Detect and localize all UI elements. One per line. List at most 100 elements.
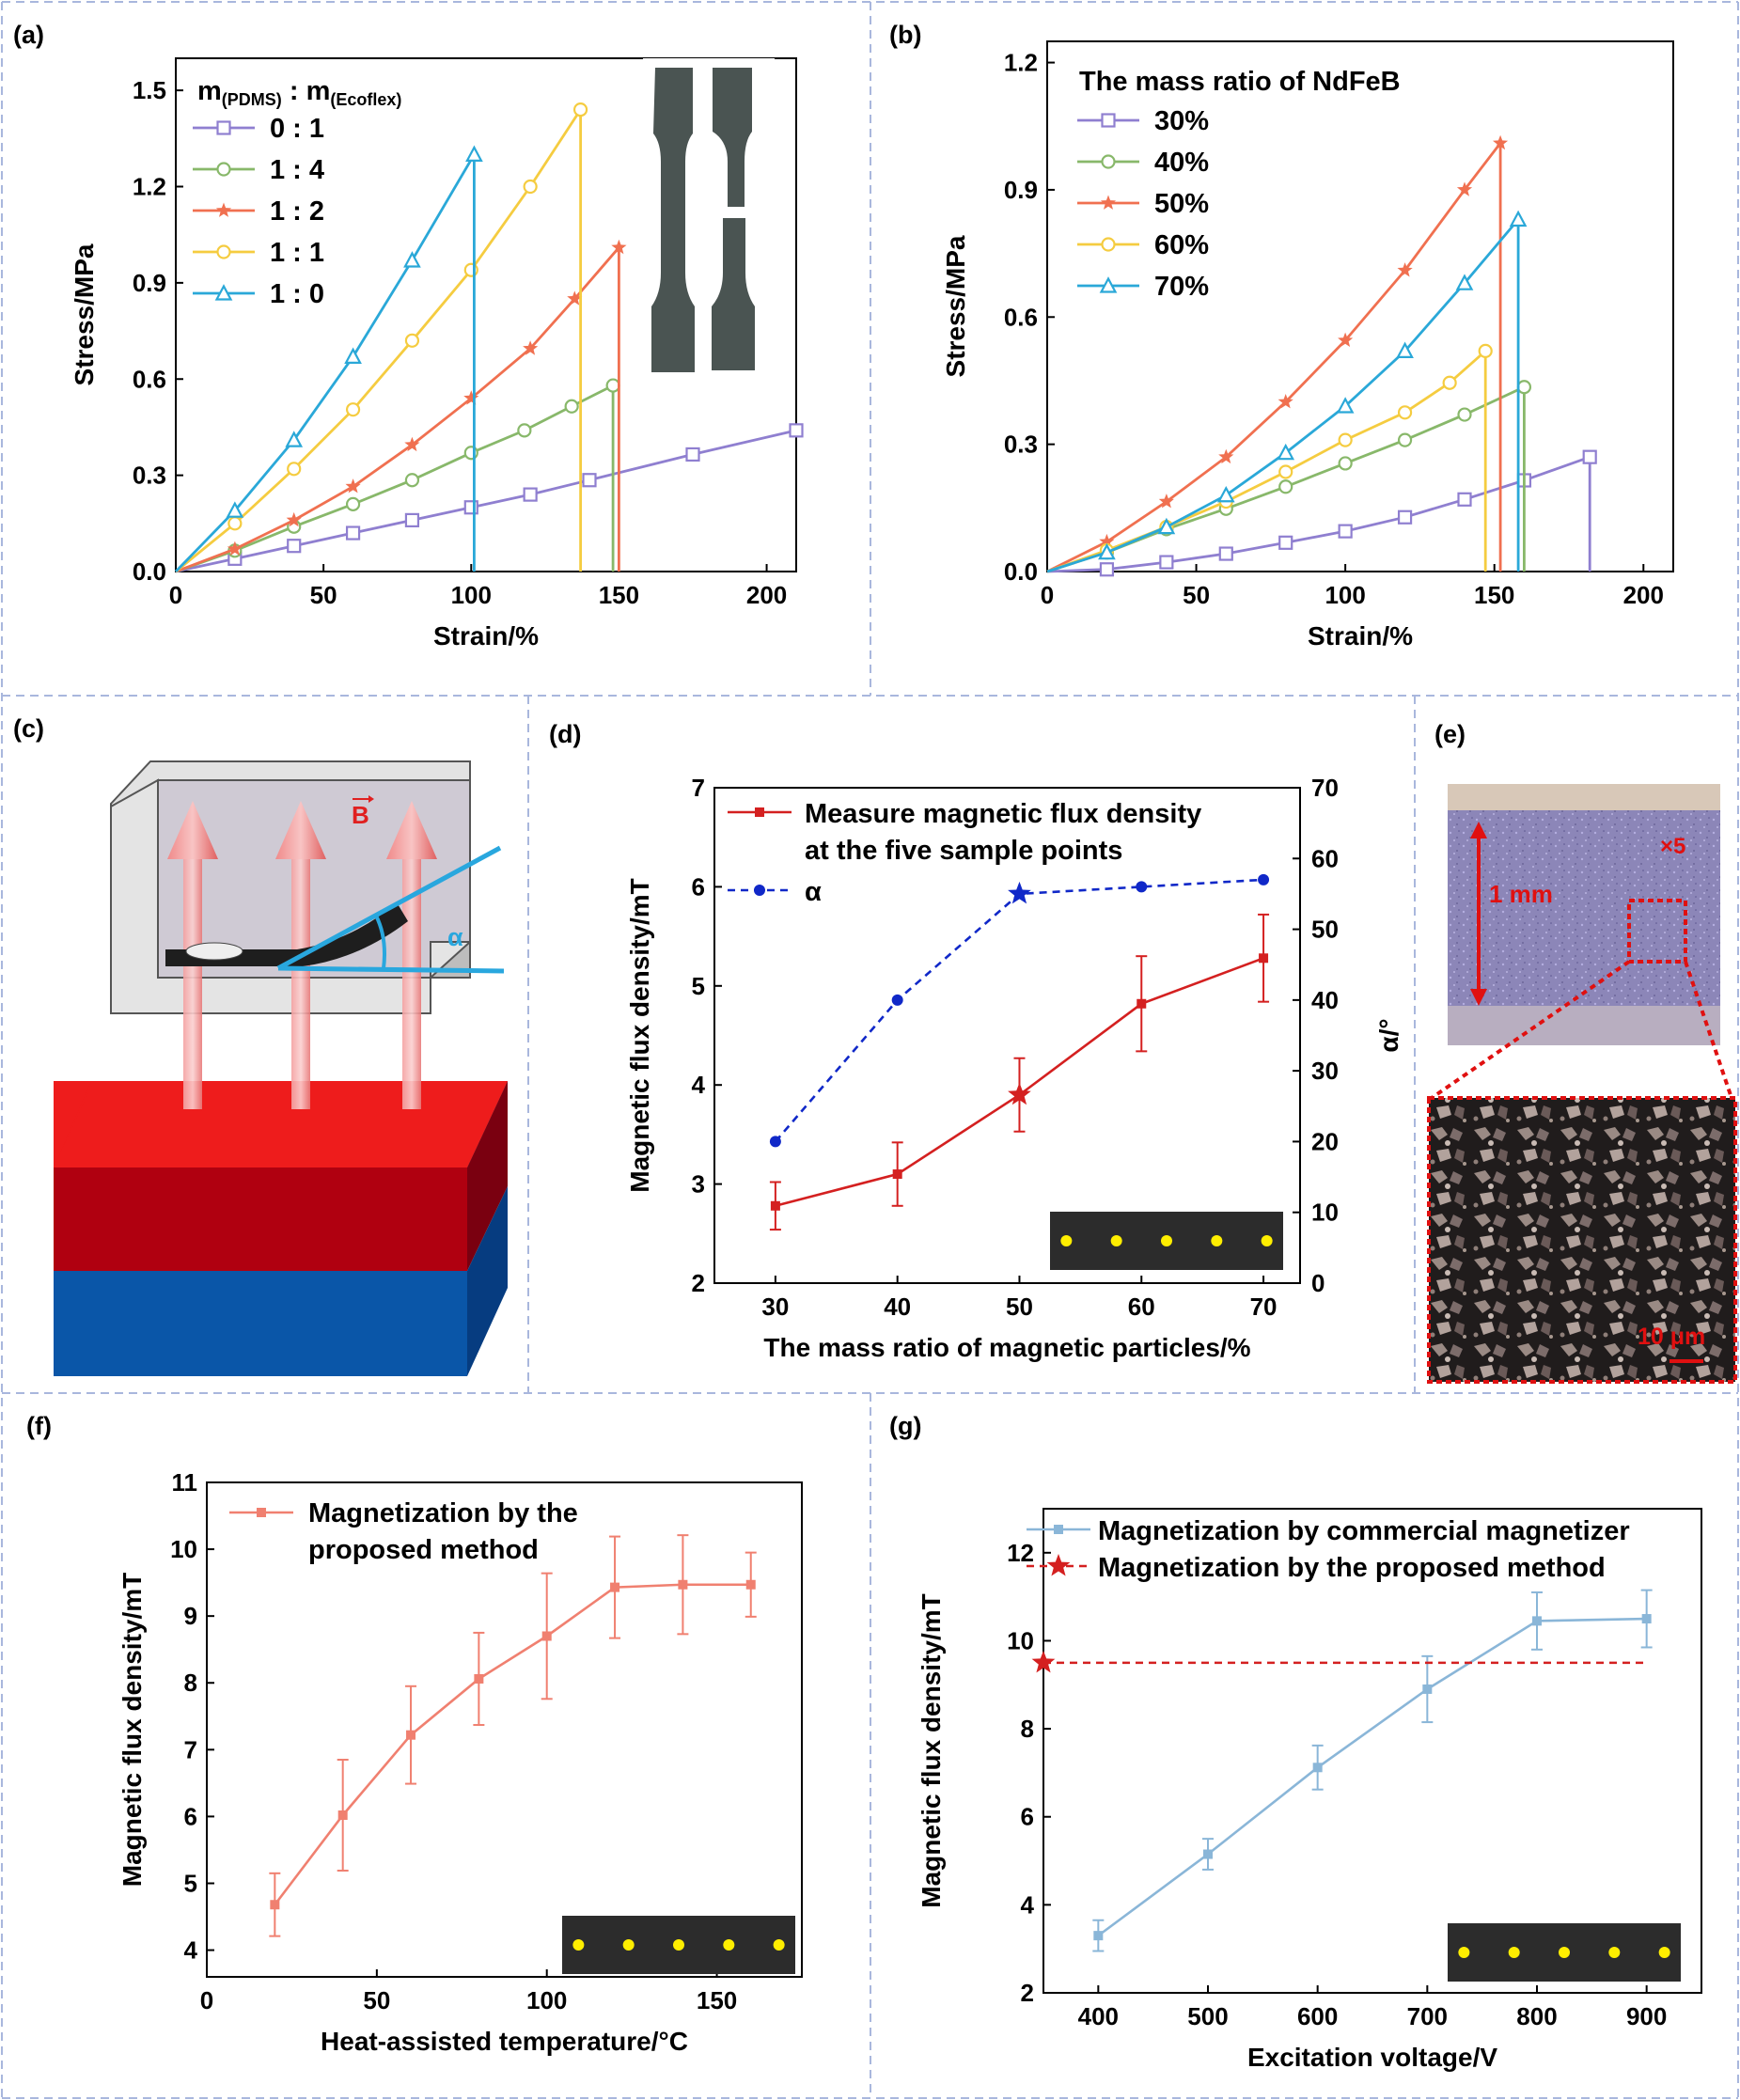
data-point: [1338, 332, 1354, 347]
x-tick-label: 0: [1041, 581, 1054, 609]
data-point: [286, 511, 302, 527]
y-tick-label: 2: [1021, 1979, 1034, 2007]
legend-marker: [214, 284, 233, 301]
legend-title: The mass ratio of NdFeB: [1079, 67, 1401, 97]
legend-entry: Measure magnetic flux density: [805, 799, 1201, 829]
alpha-point: [769, 1136, 781, 1148]
y-tick-label: 0.3: [1004, 431, 1038, 459]
y-tick-label: 9: [184, 1602, 197, 1630]
data-point: [605, 378, 620, 393]
sample-point: [572, 1939, 585, 1951]
data-point: [463, 390, 479, 405]
legend-marker: [1100, 195, 1117, 210]
legend-marker: [216, 244, 231, 259]
data-point: [1397, 262, 1413, 277]
data-point: [1457, 407, 1472, 422]
legend-title: m(PDMS) : m(Ecoflex): [197, 76, 401, 109]
y2-tick-label: 50: [1311, 916, 1339, 944]
y2-axis-label: α/°: [1374, 1018, 1403, 1052]
data-point: [345, 525, 361, 541]
y-tick-label: 0.6: [133, 365, 166, 393]
sample-point: [723, 1939, 735, 1951]
data-point: [1456, 181, 1473, 196]
x-tick-label: 0: [169, 581, 182, 609]
panel-label-b: (b): [889, 21, 921, 49]
chart-b-stress-strain: 0 50 100 150 200 0.0 0.3 0.6 0.9 1.2 Strain/% Stres…: [941, 40, 1674, 650]
x-tick-label: 0: [200, 1986, 213, 2014]
y-tick-label: 6: [1021, 1803, 1034, 1831]
legend-entry: 30%: [1154, 106, 1209, 136]
y-tick-label: 6: [692, 872, 705, 901]
x-tick-label: 800: [1516, 2002, 1557, 2030]
angle-label: α: [447, 923, 463, 951]
plot-frame: [1046, 40, 1674, 572]
data-point: [1099, 533, 1115, 549]
plot-frame: [175, 57, 797, 572]
magnet-north: [54, 1168, 467, 1271]
data-point: [1218, 546, 1233, 561]
x-tick-label: 100: [451, 581, 492, 609]
commercial-point: [1093, 1931, 1104, 1941]
legend-entry-cont: at the five sample points: [805, 836, 1122, 866]
data-point: [564, 399, 579, 414]
data-point: [1442, 375, 1457, 390]
x-tick-label: 150: [599, 581, 639, 609]
y2-tick-label: 60: [1311, 844, 1339, 872]
data-point: [285, 431, 304, 447]
legend-marker: [754, 885, 765, 896]
data-point: [1159, 555, 1174, 570]
data-point: [1336, 397, 1355, 414]
data-point: [523, 179, 538, 195]
chart-a-stress-strain: 0 50 100 150 200 0.0 0.3 0.6 0.9 1.2 1.5 Strain/% St…: [70, 57, 804, 650]
x-tick-label: 200: [1623, 581, 1664, 609]
series-line: [175, 429, 797, 573]
x-axis-label: Heat-assisted temperature/°C: [321, 2027, 688, 2056]
legend-entry: 1 : 2: [270, 196, 324, 227]
legend-marker: [1101, 237, 1116, 252]
legend-marker: [1101, 113, 1116, 128]
legend-entry: Magnetization by commercial magnetizer: [1098, 1516, 1630, 1546]
data-point: [287, 539, 302, 554]
x-tick-label: 200: [746, 581, 787, 609]
flux-point: [1259, 953, 1269, 964]
legend-marker: [216, 162, 231, 177]
data-point: [1216, 485, 1235, 503]
chart-g-flux-voltage: 400 500 600 700 800 900 2 4 6 8 10 12 Excitation vol…: [917, 1508, 1702, 2072]
y-tick-label: 12: [1007, 1539, 1034, 1567]
sample-point: [1060, 1235, 1073, 1246]
data-point: [404, 512, 420, 528]
sample-point: [1261, 1235, 1273, 1246]
data-point: [465, 145, 483, 162]
alpha-point: [1258, 873, 1270, 885]
series-line: [1046, 139, 1502, 573]
x-tick-label: 150: [697, 1986, 737, 2014]
y-tick-label: 5: [184, 1869, 197, 1897]
y-tick-label: 8: [184, 1669, 197, 1697]
data-point: [517, 423, 532, 438]
panel-label-g: (g): [889, 1412, 921, 1440]
data-point: [1478, 343, 1493, 358]
data-point: [404, 436, 420, 452]
y-tick-label: 0.0: [133, 557, 166, 586]
x-tick-label: 50: [1006, 1293, 1033, 1321]
panel-label-c: (c): [13, 714, 44, 743]
data-point: [404, 473, 420, 488]
data-point: [227, 516, 243, 531]
data-point: [1455, 274, 1474, 290]
y-tick-label: 7: [184, 1735, 197, 1763]
data-point: [345, 496, 361, 511]
panel-label-e: (e): [1434, 720, 1466, 748]
y-axis-label: Magnetic flux density/mT: [917, 1593, 946, 1908]
magnet-south: [54, 1271, 467, 1376]
data-point: [1516, 380, 1532, 395]
plot-frame: [713, 787, 1301, 1284]
data-point: [523, 487, 538, 502]
series-line: [1046, 215, 1520, 573]
y2-tick-label: 10: [1311, 1199, 1339, 1227]
y-tick-label: 2: [692, 1269, 705, 1297]
data-point: [523, 340, 539, 355]
data-point: [685, 447, 700, 462]
alpha-point: [891, 994, 903, 1006]
data-point: [1338, 432, 1353, 447]
sample-point: [622, 1939, 635, 1951]
